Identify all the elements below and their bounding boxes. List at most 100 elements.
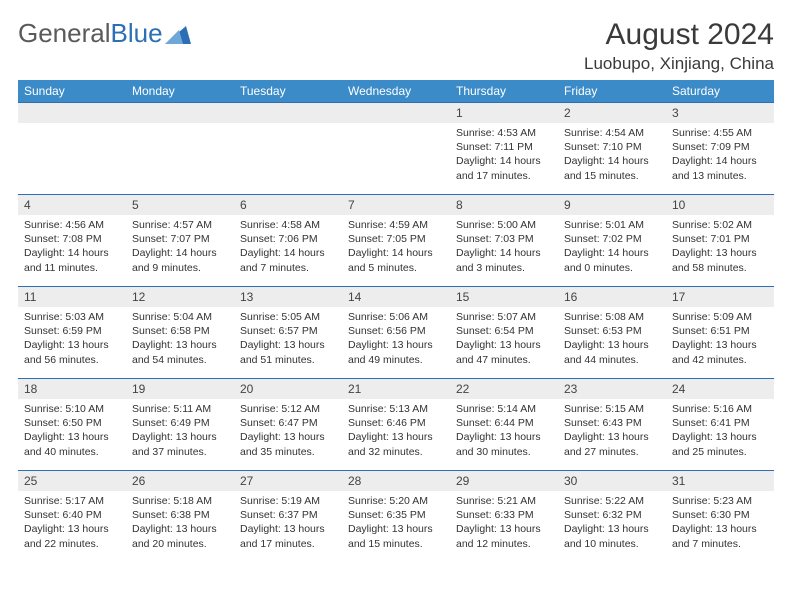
weekday-header: Wednesday	[342, 80, 450, 103]
day-cell: 12Sunrise: 5:04 AMSunset: 6:58 PMDayligh…	[126, 287, 234, 379]
day-cell	[342, 103, 450, 195]
day-details: Sunrise: 4:55 AMSunset: 7:09 PMDaylight:…	[666, 123, 774, 189]
weekday-header: Monday	[126, 80, 234, 103]
brand-part2: Blue	[111, 18, 163, 49]
calendar-table: SundayMondayTuesdayWednesdayThursdayFrid…	[18, 80, 774, 563]
day-details: Sunrise: 5:03 AMSunset: 6:59 PMDaylight:…	[18, 307, 126, 373]
day-cell: 6Sunrise: 4:58 AMSunset: 7:06 PMDaylight…	[234, 195, 342, 287]
day-details: Sunrise: 4:56 AMSunset: 7:08 PMDaylight:…	[18, 215, 126, 281]
day-number: 30	[558, 471, 666, 491]
day-cell: 17Sunrise: 5:09 AMSunset: 6:51 PMDayligh…	[666, 287, 774, 379]
day-number: 18	[18, 379, 126, 399]
day-details: Sunrise: 4:57 AMSunset: 7:07 PMDaylight:…	[126, 215, 234, 281]
weekday-header: Friday	[558, 80, 666, 103]
day-number	[126, 103, 234, 123]
weekday-header: Thursday	[450, 80, 558, 103]
day-number: 22	[450, 379, 558, 399]
day-details: Sunrise: 5:15 AMSunset: 6:43 PMDaylight:…	[558, 399, 666, 465]
day-cell: 8Sunrise: 5:00 AMSunset: 7:03 PMDaylight…	[450, 195, 558, 287]
day-cell: 21Sunrise: 5:13 AMSunset: 6:46 PMDayligh…	[342, 379, 450, 471]
week-row: 1Sunrise: 4:53 AMSunset: 7:11 PMDaylight…	[18, 103, 774, 195]
day-number: 31	[666, 471, 774, 491]
day-number: 21	[342, 379, 450, 399]
day-number: 19	[126, 379, 234, 399]
day-number: 29	[450, 471, 558, 491]
day-cell: 5Sunrise: 4:57 AMSunset: 7:07 PMDaylight…	[126, 195, 234, 287]
day-cell: 11Sunrise: 5:03 AMSunset: 6:59 PMDayligh…	[18, 287, 126, 379]
day-cell	[18, 103, 126, 195]
day-details: Sunrise: 5:11 AMSunset: 6:49 PMDaylight:…	[126, 399, 234, 465]
day-cell: 15Sunrise: 5:07 AMSunset: 6:54 PMDayligh…	[450, 287, 558, 379]
day-cell: 3Sunrise: 4:55 AMSunset: 7:09 PMDaylight…	[666, 103, 774, 195]
day-number	[18, 103, 126, 123]
day-cell: 31Sunrise: 5:23 AMSunset: 6:30 PMDayligh…	[666, 471, 774, 563]
day-number: 20	[234, 379, 342, 399]
day-details: Sunrise: 5:19 AMSunset: 6:37 PMDaylight:…	[234, 491, 342, 557]
day-details: Sunrise: 4:58 AMSunset: 7:06 PMDaylight:…	[234, 215, 342, 281]
day-number: 23	[558, 379, 666, 399]
day-cell: 9Sunrise: 5:01 AMSunset: 7:02 PMDaylight…	[558, 195, 666, 287]
day-number: 14	[342, 287, 450, 307]
day-details: Sunrise: 5:04 AMSunset: 6:58 PMDaylight:…	[126, 307, 234, 373]
day-details: Sunrise: 5:10 AMSunset: 6:50 PMDaylight:…	[18, 399, 126, 465]
day-cell: 7Sunrise: 4:59 AMSunset: 7:05 PMDaylight…	[342, 195, 450, 287]
day-number: 4	[18, 195, 126, 215]
day-cell: 19Sunrise: 5:11 AMSunset: 6:49 PMDayligh…	[126, 379, 234, 471]
day-number: 17	[666, 287, 774, 307]
weekday-header: Saturday	[666, 80, 774, 103]
day-details: Sunrise: 4:54 AMSunset: 7:10 PMDaylight:…	[558, 123, 666, 189]
day-cell: 16Sunrise: 5:08 AMSunset: 6:53 PMDayligh…	[558, 287, 666, 379]
day-details: Sunrise: 4:53 AMSunset: 7:11 PMDaylight:…	[450, 123, 558, 189]
day-number: 13	[234, 287, 342, 307]
day-cell: 18Sunrise: 5:10 AMSunset: 6:50 PMDayligh…	[18, 379, 126, 471]
day-cell: 30Sunrise: 5:22 AMSunset: 6:32 PMDayligh…	[558, 471, 666, 563]
week-row: 18Sunrise: 5:10 AMSunset: 6:50 PMDayligh…	[18, 379, 774, 471]
day-details: Sunrise: 5:18 AMSunset: 6:38 PMDaylight:…	[126, 491, 234, 557]
day-number: 9	[558, 195, 666, 215]
title-block: August 2024 Luobupo, Xinjiang, China	[584, 18, 774, 74]
day-details: Sunrise: 5:05 AMSunset: 6:57 PMDaylight:…	[234, 307, 342, 373]
day-cell: 23Sunrise: 5:15 AMSunset: 6:43 PMDayligh…	[558, 379, 666, 471]
header: GeneralBlue August 2024 Luobupo, Xinjian…	[18, 18, 774, 74]
day-cell: 1Sunrise: 4:53 AMSunset: 7:11 PMDaylight…	[450, 103, 558, 195]
day-details: Sunrise: 5:16 AMSunset: 6:41 PMDaylight:…	[666, 399, 774, 465]
location: Luobupo, Xinjiang, China	[584, 54, 774, 74]
day-cell: 27Sunrise: 5:19 AMSunset: 6:37 PMDayligh…	[234, 471, 342, 563]
weekday-header-row: SundayMondayTuesdayWednesdayThursdayFrid…	[18, 80, 774, 103]
day-number	[342, 103, 450, 123]
day-details: Sunrise: 5:00 AMSunset: 7:03 PMDaylight:…	[450, 215, 558, 281]
day-number: 2	[558, 103, 666, 123]
day-number: 1	[450, 103, 558, 123]
day-cell: 25Sunrise: 5:17 AMSunset: 6:40 PMDayligh…	[18, 471, 126, 563]
week-row: 25Sunrise: 5:17 AMSunset: 6:40 PMDayligh…	[18, 471, 774, 563]
day-details: Sunrise: 5:07 AMSunset: 6:54 PMDaylight:…	[450, 307, 558, 373]
day-cell: 26Sunrise: 5:18 AMSunset: 6:38 PMDayligh…	[126, 471, 234, 563]
day-number: 28	[342, 471, 450, 491]
day-number: 15	[450, 287, 558, 307]
day-cell: 13Sunrise: 5:05 AMSunset: 6:57 PMDayligh…	[234, 287, 342, 379]
day-details: Sunrise: 5:13 AMSunset: 6:46 PMDaylight:…	[342, 399, 450, 465]
day-cell: 14Sunrise: 5:06 AMSunset: 6:56 PMDayligh…	[342, 287, 450, 379]
day-details: Sunrise: 5:08 AMSunset: 6:53 PMDaylight:…	[558, 307, 666, 373]
day-cell: 20Sunrise: 5:12 AMSunset: 6:47 PMDayligh…	[234, 379, 342, 471]
day-details: Sunrise: 5:23 AMSunset: 6:30 PMDaylight:…	[666, 491, 774, 557]
day-number	[234, 103, 342, 123]
day-details: Sunrise: 5:17 AMSunset: 6:40 PMDaylight:…	[18, 491, 126, 557]
day-details: Sunrise: 5:14 AMSunset: 6:44 PMDaylight:…	[450, 399, 558, 465]
day-cell: 29Sunrise: 5:21 AMSunset: 6:33 PMDayligh…	[450, 471, 558, 563]
day-details: Sunrise: 5:22 AMSunset: 6:32 PMDaylight:…	[558, 491, 666, 557]
day-details: Sunrise: 4:59 AMSunset: 7:05 PMDaylight:…	[342, 215, 450, 281]
day-details: Sunrise: 5:12 AMSunset: 6:47 PMDaylight:…	[234, 399, 342, 465]
day-cell	[234, 103, 342, 195]
day-details: Sunrise: 5:20 AMSunset: 6:35 PMDaylight:…	[342, 491, 450, 557]
day-number: 24	[666, 379, 774, 399]
day-cell: 4Sunrise: 4:56 AMSunset: 7:08 PMDaylight…	[18, 195, 126, 287]
calendar-page: GeneralBlue August 2024 Luobupo, Xinjian…	[0, 0, 792, 573]
day-number: 10	[666, 195, 774, 215]
day-cell: 22Sunrise: 5:14 AMSunset: 6:44 PMDayligh…	[450, 379, 558, 471]
day-number: 8	[450, 195, 558, 215]
day-details: Sunrise: 5:06 AMSunset: 6:56 PMDaylight:…	[342, 307, 450, 373]
day-number: 7	[342, 195, 450, 215]
day-cell: 24Sunrise: 5:16 AMSunset: 6:41 PMDayligh…	[666, 379, 774, 471]
weekday-header: Sunday	[18, 80, 126, 103]
